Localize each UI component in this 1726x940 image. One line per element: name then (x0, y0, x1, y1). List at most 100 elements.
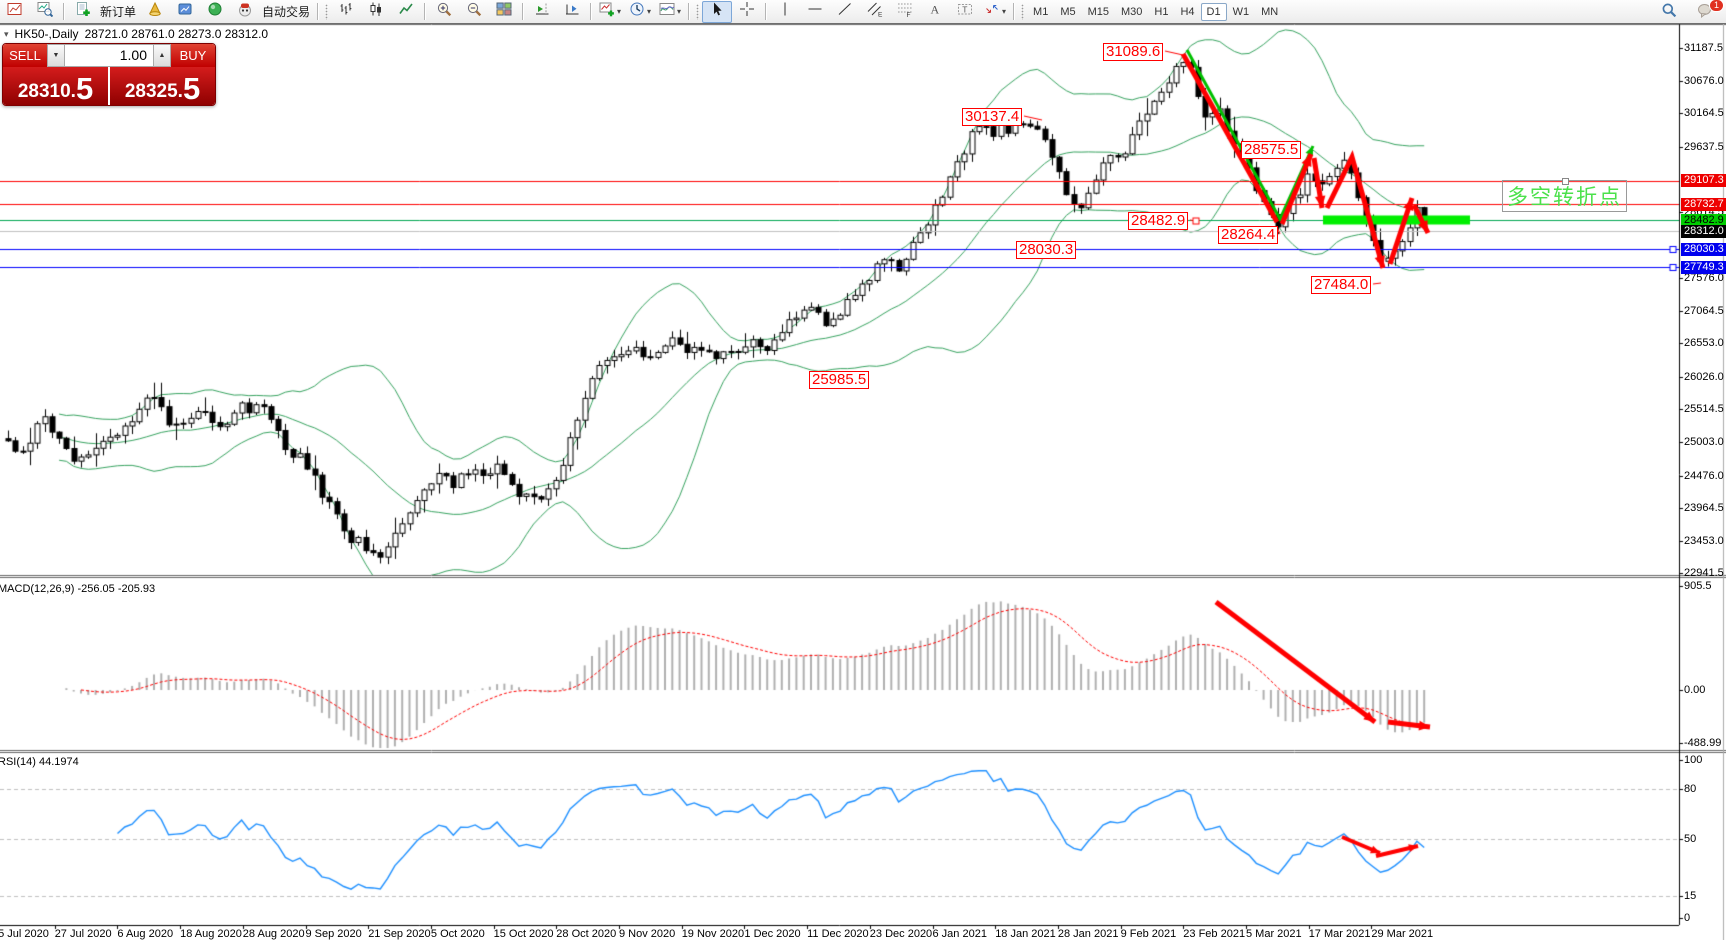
date-axis-label: 28 Aug 2020 (242, 928, 305, 940)
price-callout-label[interactable]: 31089.6 (1103, 43, 1164, 61)
date-axis-label: 21 Sep 2020 (368, 928, 431, 940)
volume-increase-button[interactable]: ▲ (153, 44, 171, 67)
trendline-tool-button[interactable] (830, 1, 860, 23)
templates-icon (659, 1, 675, 22)
price-axis-tick: 26553.0 (1684, 337, 1724, 350)
trendline-tool-icon (837, 1, 853, 22)
zoom-out-button[interactable] (459, 1, 489, 23)
annotation-selection-handle[interactable] (1561, 178, 1569, 185)
indicators-button[interactable] (140, 1, 170, 23)
price-callout-label[interactable]: 30137.4 (962, 108, 1023, 126)
date-axis-label: 6 Aug 2020 (117, 928, 174, 940)
buy-button[interactable]: BUY (171, 44, 215, 67)
text-tool-button[interactable]: A (920, 1, 950, 23)
price-callout-label[interactable]: 28030.3 (1016, 241, 1077, 259)
price-axis-badge: 27749.3 (1681, 260, 1726, 274)
search-button[interactable] (1654, 1, 1684, 23)
line-chart-mode-button[interactable] (391, 1, 421, 23)
price-axis-tick: 22941.5 (1684, 567, 1724, 580)
timeframe-d1-button[interactable]: D1 (1200, 2, 1227, 21)
price-callout-label[interactable]: 28482.9 (1128, 212, 1189, 230)
chart-shift-button[interactable] (527, 1, 557, 23)
rsi-axis-label: 15 (1684, 890, 1697, 902)
one-click-collapse-icon[interactable]: ▾ (4, 28, 9, 39)
price-callout-label[interactable]: 25985.5 (809, 371, 870, 389)
date-axis-label: 9 Feb 2021 (1120, 928, 1177, 940)
cursor-tool-button[interactable] (702, 0, 733, 23)
zoom-in-button[interactable] (429, 1, 459, 23)
new-order-button[interactable] (68, 1, 98, 23)
fibonacci-tool-icon: F (897, 1, 913, 22)
timeframe-w1-button[interactable]: W1 (1232, 5, 1250, 18)
timeframe-h1-button[interactable]: H1 (1154, 5, 1169, 18)
price-axis-tick: 26026.0 (1684, 370, 1724, 383)
timeframe-mn-button[interactable]: MN (1261, 5, 1279, 18)
timeframe-m15-button[interactable]: M15 (1087, 5, 1109, 18)
price-axis-tick: 23964.5 (1684, 502, 1724, 515)
trade-panel-top-row: SELL ▼ 1.00 ▲ BUY (3, 44, 215, 67)
macd-axis-label: 0.00 (1684, 684, 1706, 696)
charts-icon (7, 1, 23, 22)
svg-text:A: A (931, 3, 940, 17)
price-callout-label[interactable]: 28264.4 (1218, 226, 1279, 244)
new-chart-button[interactable]: ▾ (595, 1, 625, 23)
auto-scroll-button[interactable] (557, 1, 587, 23)
macd-axis-label: 905.5 (1684, 580, 1712, 592)
bar-chart-mode-button[interactable] (331, 1, 361, 23)
arrows-tool-button[interactable]: ▾ (980, 1, 1010, 23)
equidistant-channel-tool-icon: E (867, 1, 883, 22)
autotrading-button[interactable] (230, 1, 260, 23)
date-axis-label: 15 Oct 2020 (493, 928, 554, 940)
sell-button[interactable]: SELL (3, 44, 47, 67)
notifications-button[interactable]: 1 (1690, 0, 1724, 23)
fibonacci-tool-button[interactable]: F (890, 1, 920, 23)
bull-bear-turning-point-label[interactable]: 多空转折点 (1502, 178, 1627, 212)
crosshair-tool-button[interactable] (732, 1, 762, 23)
profiles-button[interactable]: ▾ (625, 1, 655, 23)
date-axis-label: 17 Mar 2021 (1308, 928, 1371, 940)
timeframe-m1-button[interactable]: M1 (1033, 5, 1049, 18)
volume-decrease-button[interactable]: ▼ (47, 44, 65, 67)
text-label-tool-button[interactable]: T (950, 1, 980, 23)
buy-price[interactable]: 28325. 5 (110, 67, 215, 105)
volume-input[interactable]: 1.00 (65, 44, 153, 67)
toolbar-right-icons: 1 (1654, 0, 1724, 23)
chart-magnifier-button[interactable] (30, 1, 60, 23)
charts-button[interactable] (0, 1, 30, 23)
toolbar-grip (1021, 3, 1025, 20)
date-axis-label: 1 Dec 2020 (744, 928, 801, 940)
candlestick-mode-button[interactable] (361, 1, 391, 23)
market-watch-button[interactable] (170, 1, 200, 23)
sell-price-big-digit: 5 (75, 71, 94, 106)
new-chart-icon (599, 1, 615, 22)
new-order-label[interactable]: 新订单 (100, 5, 137, 19)
tile-windows-button[interactable] (489, 1, 519, 23)
price-axis-tick: 27064.5 (1684, 304, 1724, 317)
buy-price-big-digit: 5 (182, 71, 201, 106)
autotrading-label[interactable]: 自动交易 (262, 5, 311, 19)
toolbar-separator (688, 3, 691, 20)
horizontal-line-tool-button[interactable] (800, 1, 830, 23)
price-callout-label[interactable]: 27484.0 (1311, 276, 1372, 294)
auto-scroll-icon (564, 1, 580, 22)
date-axis-label: 19 Nov 2020 (681, 928, 745, 940)
vertical-line-tool-button[interactable] (770, 1, 800, 23)
timeframe-h4-button[interactable]: H4 (1180, 5, 1195, 18)
date-axis-label: 18 Jan 2021 (995, 928, 1056, 940)
price-callout-label[interactable]: 28575.5 (1241, 141, 1302, 159)
data-window-button[interactable] (200, 1, 230, 23)
chevron-down-icon: ▾ (677, 7, 682, 16)
notification-count-badge: 1 (1709, 0, 1724, 12)
rsi-axis-label: 0 (1684, 912, 1691, 924)
rsi-axis-label: 50 (1684, 833, 1697, 845)
templates-button[interactable]: ▾ (655, 1, 685, 23)
date-axis-label: 9 Nov 2020 (619, 928, 676, 940)
equidistant-channel-tool-button[interactable]: E (860, 1, 890, 23)
price-axis-tick: 30164.5 (1684, 107, 1724, 120)
timeframe-m5-button[interactable]: M5 (1060, 5, 1076, 18)
sell-price[interactable]: 28310. 5 (3, 67, 108, 105)
text-tool-icon: A (927, 1, 943, 22)
timeframe-m30-button[interactable]: M30 (1121, 5, 1143, 18)
bar-chart-mode-icon (338, 1, 354, 22)
